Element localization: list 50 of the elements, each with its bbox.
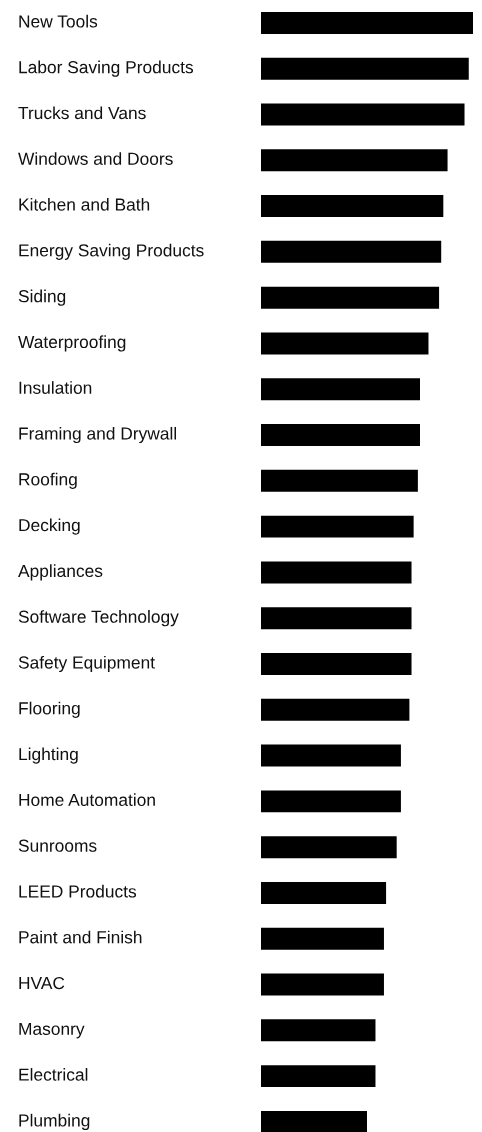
bar — [261, 790, 401, 813]
bar — [261, 1019, 376, 1042]
bar — [261, 332, 429, 355]
y-tick-label: Lighting — [19, 747, 78, 764]
y-tick-label: Software Technology — [18, 610, 179, 627]
bar — [261, 149, 448, 172]
bar — [261, 836, 397, 859]
y-tick-label: LEED Products — [19, 884, 137, 898]
bar — [261, 469, 418, 492]
bar — [261, 424, 420, 447]
bar — [261, 607, 412, 630]
y-tick-label: Sunrooms — [18, 839, 97, 852]
y-tick-label: Masonry — [19, 1022, 85, 1039]
bar — [261, 103, 465, 126]
bar — [261, 378, 420, 401]
bar — [261, 57, 469, 80]
y-tick-label: Kitchen and Bath — [19, 197, 150, 211]
bar — [261, 744, 401, 767]
bar — [261, 1110, 367, 1132]
y-tick-label: Electrical — [19, 1068, 88, 1081]
y-tick-label: Plumbing — [19, 1113, 90, 1131]
bar — [261, 973, 384, 996]
y-tick-label: Decking — [19, 518, 80, 535]
y-tick-label: Paint and Finish — [19, 930, 142, 944]
y-tick-label: Energy Saving Products — [19, 243, 204, 260]
bar — [261, 881, 387, 904]
bar — [261, 240, 442, 263]
y-tick-label: Flooring — [19, 701, 80, 718]
bar — [261, 698, 410, 721]
y-tick-label: Safety Equipment — [18, 655, 155, 673]
y-tick-label: Windows and Doors — [18, 152, 173, 165]
bar — [261, 195, 444, 218]
y-tick-label: Home Automation — [19, 793, 155, 807]
bar — [261, 653, 412, 675]
y-tick-label: Appliances — [18, 564, 103, 581]
bar — [261, 927, 384, 950]
y-tick-label: Labor Saving Products — [19, 60, 194, 77]
y-tick-label: Framing and Drywall — [19, 426, 177, 444]
y-tick-label: Roofing — [19, 472, 77, 489]
y-tick-label: Insulation — [19, 381, 92, 394]
bar — [261, 561, 412, 584]
y-tick-label: Waterproofing — [18, 335, 126, 352]
bar — [261, 286, 440, 309]
y-tick-label: Trucks and Vans — [18, 106, 146, 120]
y-tick-label: HVAC — [19, 976, 65, 990]
y-tick-label: Siding — [18, 289, 66, 306]
bar — [261, 1065, 376, 1088]
y-tick-label: New Tools — [19, 14, 98, 28]
bar — [261, 515, 414, 538]
bar — [261, 11, 473, 34]
